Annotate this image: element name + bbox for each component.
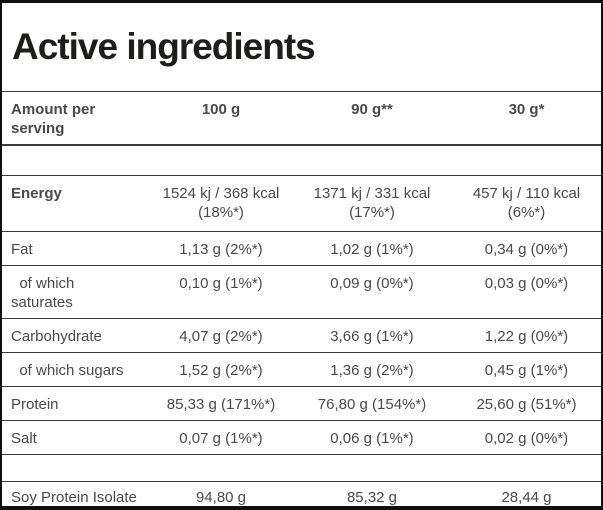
header-col-90g: 90 g** <box>351 101 393 118</box>
row-value-30g: 0,45 g (1%*) <box>484 362 569 379</box>
title-bar: Active ingredients <box>2 3 601 92</box>
row-value-30g: 0,03 g (0%*) <box>484 275 569 292</box>
row-label: Protein <box>11 396 59 413</box>
row-label: Soy Protein Isolate <box>11 489 137 506</box>
row-value-100g: 0,07 g (1%*) <box>179 430 263 447</box>
row-value-100g: 94,80 g <box>195 489 247 506</box>
row-value-90g: 1,36 g (2%*) <box>330 362 414 379</box>
row-value-30g: 28,44 g <box>501 489 552 506</box>
row-value-30g: 1,22 g (0%*) <box>484 328 569 345</box>
row-label: of which saturates <box>11 275 75 311</box>
row-label: Carbohydrate <box>11 328 102 345</box>
table-row-saturates: of which saturates 0,10 g (1%*) 0,09 g (… <box>2 266 601 319</box>
table-row-carbohydrate: Carbohydrate 4,07 g (2%*) 3,66 g (1%*) 1… <box>2 319 601 353</box>
page-title: Active ingredients <box>12 26 316 67</box>
table-row-fat: Fat 1,13 g (2%*) 1,02 g (1%*) 0,34 g (0%… <box>2 232 601 266</box>
header-amount-per-serving: Amount per serving <box>11 101 96 137</box>
row-label: of which sugars <box>11 362 124 379</box>
row-label: Salt <box>11 430 37 447</box>
spacer-row <box>2 455 601 482</box>
row-value-100g: 0,10 g (1%*) <box>179 275 263 292</box>
row-value-100g: 85,33 g (171%*) <box>166 396 276 413</box>
row-value-30g: 0,02 g (0%*) <box>484 430 569 447</box>
row-value-30g: 0,34 g (0%*) <box>484 241 569 258</box>
table-header-row: Amount per serving 100 g 90 g** 30 g* <box>2 92 601 146</box>
row-value-30g: 457 kj / 110 kcal (6%*) <box>472 185 581 221</box>
header-col-100g: 100 g <box>201 101 241 118</box>
row-value-100g: 1,52 g (2%*) <box>179 362 263 379</box>
table-row-protein: Protein 85,33 g (171%*) 76,80 g (154%*) … <box>2 387 601 421</box>
row-value-90g: 1371 kj / 331 kcal (17%*) <box>313 185 431 221</box>
row-value-90g: 85,32 g <box>346 489 398 506</box>
row-value-90g: 0,09 g (0%*) <box>330 275 414 292</box>
row-value-90g: 76,80 g (154%*) <box>317 396 427 413</box>
row-value-90g: 1,02 g (1%*) <box>330 241 414 258</box>
table-row-energy: Energy 1524 kj / 368 kcal (18%*) 1371 kj… <box>2 176 601 232</box>
row-label: Energy <box>11 185 62 202</box>
row-value-100g: 1524 kj / 368 kcal (18%*) <box>162 185 280 221</box>
table-row-salt: Salt 0,07 g (1%*) 0,06 g (1%*) 0,02 g (0… <box>2 421 601 455</box>
row-label: Fat <box>11 241 33 258</box>
row-value-90g: 0,06 g (1%*) <box>330 430 414 447</box>
row-value-30g: 25,60 g (51%*) <box>476 396 577 413</box>
row-value-100g: 4,07 g (2%*) <box>179 328 263 345</box>
header-col-30g: 30 g* <box>508 101 545 118</box>
table-row-soy-protein-isolate: Soy Protein Isolate 94,80 g 85,32 g 28,4… <box>2 482 601 506</box>
spacer-row <box>2 146 601 176</box>
table-row-sugars: of which sugars 1,52 g (2%*) 1,36 g (2%*… <box>2 353 601 387</box>
row-value-100g: 1,13 g (2%*) <box>179 241 263 258</box>
row-value-90g: 3,66 g (1%*) <box>330 328 414 345</box>
